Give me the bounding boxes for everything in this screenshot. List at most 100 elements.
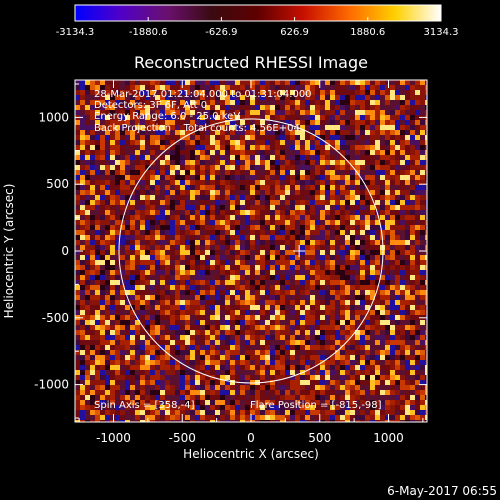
heatmap-pixel bbox=[250, 370, 255, 375]
heatmap-pixel bbox=[190, 345, 195, 350]
heatmap-pixel bbox=[405, 230, 410, 235]
heatmap-pixel bbox=[335, 405, 340, 410]
heatmap-pixel bbox=[325, 205, 330, 210]
heatmap-pixel bbox=[120, 80, 125, 85]
heatmap-pixel bbox=[80, 180, 85, 185]
heatmap-pixel bbox=[85, 165, 90, 170]
heatmap-pixel bbox=[145, 325, 150, 330]
heatmap-pixel bbox=[75, 255, 80, 260]
heatmap-pixel bbox=[240, 320, 245, 325]
heatmap-pixel bbox=[340, 395, 345, 400]
heatmap-pixel bbox=[190, 290, 195, 295]
heatmap-pixel bbox=[285, 390, 290, 395]
heatmap-pixel bbox=[365, 395, 370, 400]
heatmap-pixel bbox=[230, 255, 235, 260]
heatmap-pixel bbox=[135, 245, 140, 250]
heatmap-pixel bbox=[375, 335, 380, 340]
heatmap-pixel bbox=[190, 150, 195, 155]
heatmap-pixel bbox=[405, 125, 410, 130]
heatmap-pixel bbox=[265, 405, 270, 410]
heatmap-pixel bbox=[155, 130, 160, 135]
heatmap-pixel bbox=[110, 245, 115, 250]
heatmap-pixel bbox=[270, 175, 275, 180]
heatmap-pixel bbox=[315, 385, 320, 390]
heatmap-pixel bbox=[420, 375, 425, 380]
heatmap-pixel bbox=[350, 200, 355, 205]
heatmap-pixel bbox=[155, 140, 160, 145]
heatmap-pixel bbox=[235, 330, 240, 335]
heatmap-pixel bbox=[230, 245, 235, 250]
heatmap-pixel bbox=[85, 95, 90, 100]
heatmap-pixel bbox=[255, 165, 260, 170]
heatmap-pixel bbox=[170, 105, 175, 110]
heatmap-pixel bbox=[245, 245, 250, 250]
heatmap-pixel bbox=[145, 175, 150, 180]
heatmap-pixel bbox=[120, 225, 125, 230]
heatmap-pixel bbox=[115, 415, 120, 420]
heatmap-pixel bbox=[210, 240, 215, 245]
heatmap-pixel bbox=[150, 385, 155, 390]
heatmap-pixel bbox=[200, 110, 205, 115]
heatmap-pixel bbox=[75, 390, 80, 395]
heatmap-pixel bbox=[90, 375, 95, 380]
heatmap-pixel bbox=[160, 400, 165, 405]
heatmap-pixel bbox=[150, 400, 155, 405]
heatmap-pixel bbox=[280, 380, 285, 385]
heatmap-pixel bbox=[260, 140, 265, 145]
heatmap-pixel bbox=[325, 360, 330, 365]
heatmap-pixel bbox=[375, 165, 380, 170]
heatmap-pixel bbox=[130, 240, 135, 245]
heatmap-pixel bbox=[140, 290, 145, 295]
heatmap-pixel bbox=[375, 420, 380, 422]
heatmap-pixel bbox=[325, 345, 330, 350]
heatmap-pixel bbox=[95, 195, 100, 200]
heatmap-pixel bbox=[175, 325, 180, 330]
heatmap-pixel bbox=[265, 325, 270, 330]
heatmap-pixel bbox=[345, 150, 350, 155]
heatmap-pixel bbox=[255, 140, 260, 145]
heatmap-pixel bbox=[390, 190, 395, 195]
heatmap-pixel bbox=[330, 255, 335, 260]
heatmap-pixel bbox=[200, 85, 205, 90]
heatmap-pixel bbox=[245, 150, 250, 155]
heatmap-pixel bbox=[100, 290, 105, 295]
heatmap-pixel bbox=[360, 115, 365, 120]
heatmap-pixel bbox=[160, 305, 165, 310]
heatmap-pixel bbox=[140, 155, 145, 160]
heatmap-pixel bbox=[135, 375, 140, 380]
heatmap-pixel bbox=[245, 115, 250, 120]
heatmap-pixel bbox=[300, 200, 305, 205]
heatmap-pixel bbox=[415, 275, 420, 280]
heatmap-pixel bbox=[415, 325, 420, 330]
heatmap-pixel bbox=[330, 80, 335, 85]
heatmap-pixel bbox=[320, 205, 325, 210]
heatmap-pixel bbox=[305, 385, 310, 390]
heatmap-pixel bbox=[165, 185, 170, 190]
heatmap-pixel bbox=[210, 280, 215, 285]
heatmap-pixel bbox=[125, 380, 130, 385]
heatmap-pixel bbox=[350, 95, 355, 100]
heatmap-pixel bbox=[315, 275, 320, 280]
heatmap-pixel bbox=[225, 370, 230, 375]
heatmap-pixel bbox=[330, 250, 335, 255]
heatmap-pixel bbox=[350, 155, 355, 160]
heatmap-pixel bbox=[235, 310, 240, 315]
heatmap-pixel bbox=[140, 415, 145, 420]
heatmap-pixel bbox=[220, 90, 225, 95]
heatmap-pixel bbox=[370, 260, 375, 265]
heatmap-pixel bbox=[160, 90, 165, 95]
heatmap-pixel bbox=[285, 370, 290, 375]
heatmap-pixel bbox=[120, 160, 125, 165]
heatmap-pixel bbox=[85, 115, 90, 120]
heatmap-pixel bbox=[265, 370, 270, 375]
heatmap-pixel bbox=[315, 390, 320, 395]
heatmap-pixel bbox=[315, 170, 320, 175]
heatmap-pixel bbox=[425, 100, 427, 105]
heatmap-pixel bbox=[110, 85, 115, 90]
heatmap-pixel bbox=[375, 360, 380, 365]
heatmap-pixel bbox=[240, 375, 245, 380]
heatmap-pixel bbox=[180, 90, 185, 95]
heatmap-pixel bbox=[95, 80, 100, 85]
heatmap-pixel bbox=[425, 310, 427, 315]
heatmap-pixel bbox=[205, 170, 210, 175]
